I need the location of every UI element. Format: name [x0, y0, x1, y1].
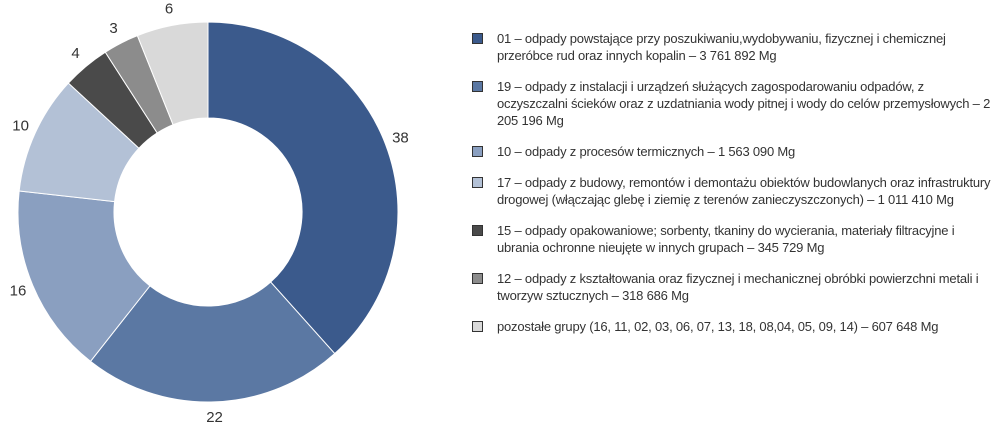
- legend: 01 – odpady powstające przy poszukiwaniu…: [472, 30, 992, 349]
- donut-segment: [207, 21, 399, 355]
- donut-segment: [17, 190, 151, 363]
- data-label: 4: [71, 45, 79, 62]
- data-label: 22: [206, 409, 223, 426]
- data-label: 6: [165, 1, 173, 18]
- legend-label: 12 – odpady z kształtowania oraz fizyczn…: [497, 271, 979, 303]
- legend-label: 17 – odpady z budowy, remontów i demonta…: [497, 175, 991, 207]
- data-label: 10: [12, 117, 29, 134]
- legend-swatch: [472, 177, 483, 188]
- legend-label: 10 – odpady z procesów termicznych – 1 5…: [497, 144, 796, 159]
- legend-item: 01 – odpady powstające przy poszukiwaniu…: [472, 30, 992, 64]
- legend-label: 01 – odpady powstające przy poszukiwaniu…: [497, 31, 946, 63]
- data-label: 16: [10, 283, 27, 300]
- legend-item: 17 – odpady z budowy, remontów i demonta…: [472, 174, 992, 208]
- legend-label: pozostałe grupy (16, 11, 02, 03, 06, 07,…: [497, 319, 939, 334]
- legend-item: 19 – odpady z instalacji i urządzeń służ…: [472, 78, 992, 129]
- legend-item: 10 – odpady z procesów termicznych – 1 5…: [472, 143, 992, 160]
- legend-swatch: [472, 146, 483, 157]
- data-label: 3: [109, 20, 117, 37]
- legend-item: 12 – odpady z kształtowania oraz fizyczn…: [472, 270, 992, 304]
- donut-segment: [136, 21, 209, 126]
- donut-chart: 38 22 16 10 4 3 6: [10, 1, 409, 426]
- legend-swatch: [472, 225, 483, 236]
- legend-swatch: [472, 81, 483, 92]
- legend-swatch: [472, 321, 483, 332]
- legend-label: 19 – odpady z instalacji i urządzeń służ…: [497, 79, 991, 128]
- legend-swatch: [472, 33, 483, 44]
- legend-label: 15 – odpady opakowaniowe; sorbenty, tkan…: [497, 223, 955, 255]
- donut-segment: [89, 281, 336, 403]
- legend-item: pozostałe grupy (16, 11, 02, 03, 06, 07,…: [472, 318, 992, 335]
- legend-item: 15 – odpady opakowaniowe; sorbenty, tkan…: [472, 222, 992, 256]
- legend-swatch: [472, 273, 483, 284]
- data-label: 38: [392, 129, 409, 146]
